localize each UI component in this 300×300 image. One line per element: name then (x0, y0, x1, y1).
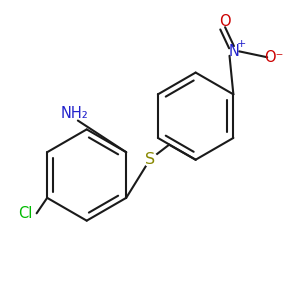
Text: S: S (145, 152, 155, 167)
Text: Cl: Cl (18, 206, 32, 221)
Text: O: O (219, 14, 231, 29)
Text: O⁻: O⁻ (264, 50, 284, 65)
Text: +: + (237, 39, 246, 49)
Text: N: N (229, 44, 239, 59)
Text: NH₂: NH₂ (61, 106, 89, 121)
